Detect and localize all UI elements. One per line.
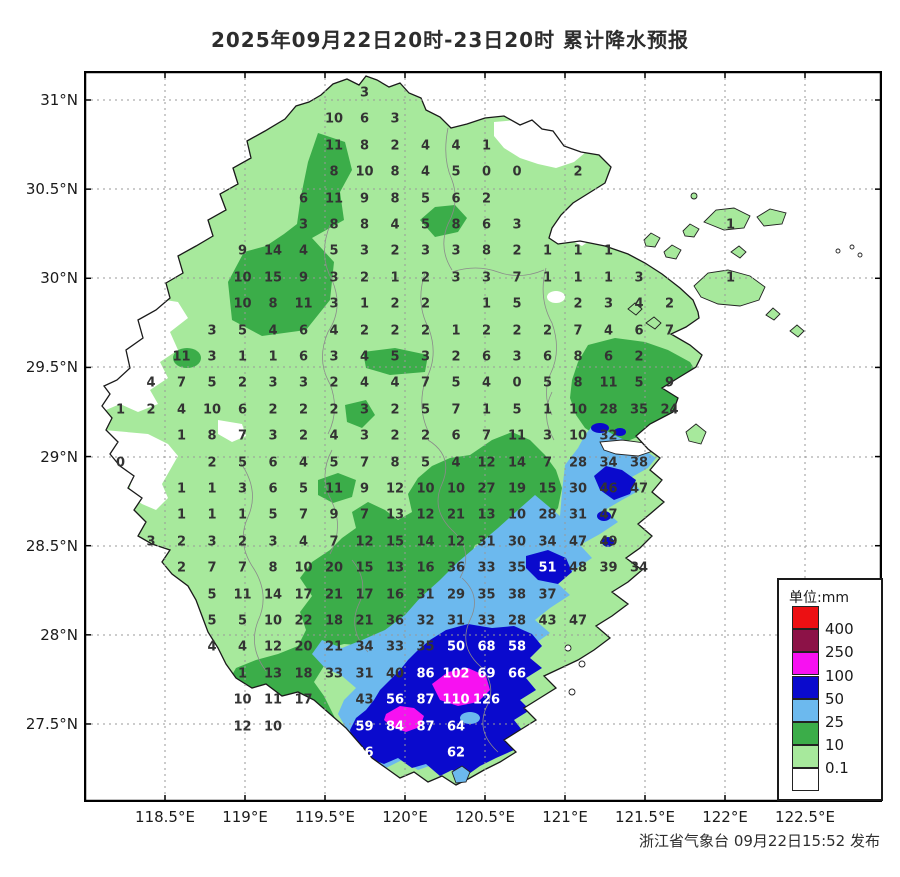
lon-tick-label: 120°E <box>382 808 428 826</box>
legend-threshold-label: 0.1 <box>825 759 849 778</box>
region-dark-blue-dot4 <box>614 428 626 436</box>
lon-tick-label: 122°E <box>702 808 748 826</box>
lat-tick-label: 29°N <box>40 447 78 466</box>
publisher-note: 浙江省气象台 09月22日15:52 发布 <box>639 832 880 850</box>
legend-unit-label: 单位:mm <box>789 590 849 606</box>
legend-threshold-label: 400 <box>825 620 854 639</box>
lat-tick-label: 31°N <box>40 91 78 109</box>
lon-tick-label: 119.5°E <box>295 808 355 826</box>
lon-tick-label: 118.5°E <box>135 808 195 826</box>
region-green-blob-north <box>420 205 467 237</box>
legend-threshold-label: 10 <box>825 736 845 755</box>
islands <box>451 192 863 784</box>
legend-swatch <box>792 768 819 792</box>
region-dark-blue-dot2 <box>602 537 614 547</box>
lat-tick-label: 29.5°N <box>25 358 78 377</box>
sea-inlet <box>599 439 658 457</box>
county-boundaries <box>239 127 557 753</box>
precip-regions <box>102 76 702 785</box>
region-green-blob-mid <box>363 348 428 375</box>
region-white-northeast <box>494 118 586 168</box>
region-dark-blue-46 <box>594 466 636 500</box>
region-green-northwest <box>228 133 352 336</box>
region-green-blob-11 <box>318 473 356 503</box>
region-dark-blue-dot1 <box>597 511 611 521</box>
lat-tick-label: 30°N <box>40 269 78 288</box>
region-white-ne-dot <box>547 291 565 303</box>
lat-tick-label: 30.5°N <box>25 180 78 199</box>
region-dark-blue-51 <box>526 550 572 584</box>
legend-swatch <box>792 652 819 676</box>
lat-tick-label: 28°N <box>40 625 78 644</box>
region-green-central <box>228 432 562 756</box>
region-magenta-1 <box>432 668 490 706</box>
legend-swatch <box>792 629 819 653</box>
map-canvas <box>84 71 882 802</box>
legend-swatch <box>792 722 819 745</box>
lat-tick-label: 28.5°N <box>25 536 78 555</box>
legend: 单位:mm 400 250 100 50 25 10 0.1 <box>777 578 883 801</box>
lon-tick-label: 119°E <box>222 808 268 826</box>
legend-threshold-label: 50 <box>825 689 845 708</box>
lon-tick-label: 120.5°E <box>455 808 515 826</box>
region-green-blob-small <box>345 400 375 428</box>
lon-tick-label: 122.5°E <box>775 808 835 826</box>
region-magenta-2 <box>384 706 424 732</box>
lat-tick-label: 27.5°N <box>25 714 78 733</box>
legend-threshold-label: 25 <box>825 713 845 731</box>
plot-frame <box>84 71 882 802</box>
lon-tick-label: 121°E <box>542 808 588 826</box>
page-title: 2025年09月22日20时-23日20时 累计降水预报 <box>210 28 690 52</box>
region-green-dot-west <box>173 348 201 368</box>
legend-threshold-label: 100 <box>825 666 854 685</box>
legend-swatch <box>792 675 819 699</box>
region-green-northeast <box>570 338 700 444</box>
province-outline <box>101 75 703 786</box>
region-light-blue-patch-64 <box>460 712 480 724</box>
region-white-patch <box>218 420 246 442</box>
legend-swatch <box>792 606 819 629</box>
region-white-southwest <box>104 430 178 510</box>
legend-threshold-label: 250 <box>825 643 854 662</box>
legend-swatch <box>792 698 819 722</box>
graticule <box>85 72 881 801</box>
legend-swatch <box>792 745 819 769</box>
region-dark-blue-dot3 <box>591 423 609 433</box>
lon-tick-label: 121.5°E <box>615 808 675 826</box>
